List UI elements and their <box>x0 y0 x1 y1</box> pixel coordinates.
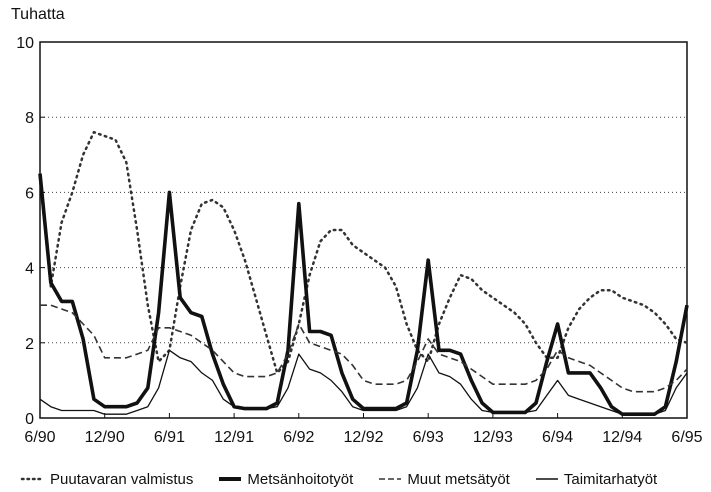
series-line-2 <box>38 173 689 416</box>
y-tick-label: 2 <box>25 336 34 353</box>
x-tick-label: 12/90 <box>85 429 125 446</box>
series-line-3 <box>40 304 688 393</box>
x-tick-label: 6/91 <box>154 429 185 446</box>
x-tick-label: 12/94 <box>602 429 642 446</box>
y-tick-label: 0 <box>25 411 34 428</box>
legend-label: Taimitarhatyöt <box>563 470 658 488</box>
dashed-line-swatch-icon <box>379 478 402 480</box>
y-axis-title: Tuhatta <box>11 6 65 23</box>
legend-label: Metsänhoitotyöt <box>247 470 354 488</box>
legend-item-muut-metsatyot: Muut metsätyöt <box>377 471 510 488</box>
y-tick-label: 8 <box>25 110 34 127</box>
dotted-line-swatch-icon <box>20 477 46 481</box>
plot-frame <box>39 41 688 419</box>
legend-label: Puutavaran valmistus <box>50 470 194 488</box>
y-tick-label: 6 <box>25 185 34 202</box>
x-tick-label: 6/94 <box>542 429 573 446</box>
thick-line-swatch-icon <box>219 477 242 481</box>
legend-label: Muut metsätyöt <box>407 470 510 488</box>
y-tick-label: 10 <box>16 35 34 52</box>
x-tick-label: 12/92 <box>343 429 383 446</box>
x-tick-label: 6/95 <box>671 429 702 446</box>
legend-item-taimitarhatyot: Taimitarhatyöt <box>534 471 657 488</box>
x-tick-label: 6/90 <box>24 429 55 446</box>
x-tick-label: 6/93 <box>413 429 444 446</box>
solid-line-swatch-icon <box>535 478 558 480</box>
x-tick-label: 12/93 <box>473 429 513 446</box>
series-line-1 <box>38 130 689 375</box>
legend: Puutavaran valmistus Metsänhoitotyöt Muu… <box>20 468 700 490</box>
x-tick-label: 6/92 <box>283 429 314 446</box>
legend-item-metsanhoitotyot: Metsänhoitotyöt <box>217 471 353 488</box>
legend-item-puutavaran-valmistus: Puutavaran valmistus <box>20 471 193 488</box>
y-tick-label: 4 <box>25 261 34 278</box>
x-tick-label: 12/91 <box>214 429 254 446</box>
series-line-4 <box>39 349 688 415</box>
